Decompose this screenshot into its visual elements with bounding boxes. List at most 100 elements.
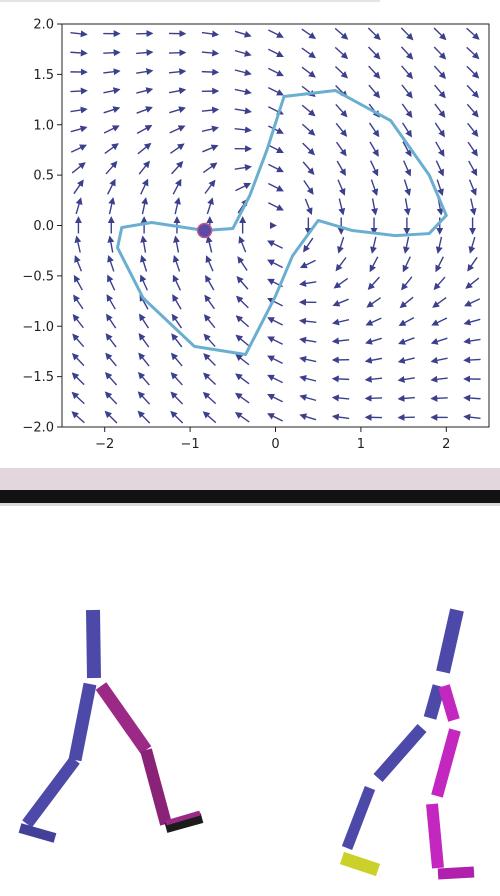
field-arrow <box>402 141 412 157</box>
y-tick-label: −0.5 <box>22 269 54 284</box>
field-arrow <box>104 143 119 155</box>
field-arrow <box>172 254 181 272</box>
field-arrow <box>168 49 187 57</box>
field-arrow <box>367 276 380 291</box>
field-arrow <box>335 257 347 272</box>
field-arrow <box>364 375 383 383</box>
field-arrow <box>70 49 88 57</box>
walker-left-left-shin <box>22 756 80 828</box>
field-arrow <box>141 197 149 215</box>
field-arrow <box>202 162 218 174</box>
field-arrow <box>365 337 382 345</box>
walker-right-right-foot <box>437 866 475 880</box>
walker-right-right-shin <box>431 728 461 798</box>
field-arrow <box>333 277 349 289</box>
field-arrow <box>108 197 116 215</box>
field-arrow <box>201 106 220 114</box>
field-arrow <box>137 410 151 424</box>
y-tick-label: 2.0 <box>33 18 54 33</box>
field-arrow <box>403 198 411 216</box>
field-arrow <box>71 411 85 424</box>
field-arrow <box>466 46 480 60</box>
field-arrow <box>268 163 284 173</box>
field-arrow <box>235 392 250 404</box>
field-arrow <box>430 375 448 383</box>
field-arrow <box>402 256 411 273</box>
field-arrow <box>299 336 317 344</box>
field-arrow <box>70 30 88 38</box>
field-arrow <box>71 353 85 367</box>
field-arrow <box>299 259 316 269</box>
field-arrow <box>332 298 349 307</box>
y-tick-label: 1.0 <box>33 118 54 133</box>
field-arrow <box>463 394 481 402</box>
field-arrow <box>435 160 444 177</box>
y-tick-label: −1.0 <box>22 320 54 335</box>
field-arrow <box>331 413 350 421</box>
field-arrow <box>139 274 149 291</box>
field-arrow <box>168 68 187 76</box>
field-arrow <box>73 179 84 195</box>
field-arrow <box>140 178 149 195</box>
field-arrow <box>136 49 154 57</box>
field-arrow <box>430 337 448 345</box>
field-arrow <box>173 235 180 253</box>
field-arrow <box>435 236 443 254</box>
field-arrow <box>267 240 283 249</box>
field-arrow <box>331 375 350 383</box>
field-arrow <box>468 160 478 177</box>
field-arrow <box>398 316 415 326</box>
field-arrow <box>402 236 410 254</box>
state-marker <box>196 222 213 239</box>
field-arrow <box>136 87 154 94</box>
field-arrow <box>268 67 284 77</box>
field-arrow <box>71 391 85 405</box>
field-arrow <box>435 256 444 273</box>
field-arrow <box>434 84 446 99</box>
field-arrow <box>466 65 480 79</box>
field-arrow <box>205 274 215 291</box>
field-arrow <box>400 46 414 60</box>
field-arrow <box>369 160 379 177</box>
field-arrow <box>268 48 284 57</box>
field-arrow <box>236 275 249 290</box>
field-arrow <box>397 394 415 402</box>
field-arrow <box>431 317 448 326</box>
field-arrow <box>267 394 283 403</box>
field-arrow <box>205 235 213 253</box>
vector-field-arrows <box>70 27 481 424</box>
walker-right-torso <box>436 608 464 674</box>
field-arrow <box>204 179 216 194</box>
field-arrow <box>335 141 347 157</box>
field-arrow <box>172 294 182 310</box>
field-arrow <box>267 298 283 307</box>
field-arrow <box>105 333 117 348</box>
field-arrow <box>237 256 248 271</box>
simulation-viewport <box>0 506 500 896</box>
field-arrow <box>298 317 317 325</box>
trajectory-line <box>116 88 448 356</box>
field-arrow <box>267 317 283 326</box>
field-arrow <box>434 103 446 118</box>
field-arrow <box>335 103 348 118</box>
field-arrow <box>104 391 118 405</box>
field-arrow <box>466 27 480 40</box>
field-arrow <box>430 356 448 364</box>
field-arrow <box>398 337 415 345</box>
field-arrow <box>72 314 84 329</box>
field-arrow <box>267 259 283 269</box>
field-arrow <box>299 279 317 287</box>
field-arrow <box>267 413 283 422</box>
field-arrow <box>403 179 411 197</box>
field-arrow <box>401 65 414 80</box>
y-tick-label: −2.0 <box>22 421 54 436</box>
field-arrow <box>303 180 314 195</box>
field-arrow <box>106 294 116 310</box>
field-arrow <box>73 294 84 310</box>
field-arrow <box>170 143 185 154</box>
field-arrow <box>332 318 350 326</box>
field-arrow <box>469 198 477 216</box>
field-arrow <box>170 352 183 367</box>
field-arrow <box>397 357 415 364</box>
field-arrow <box>203 333 216 348</box>
